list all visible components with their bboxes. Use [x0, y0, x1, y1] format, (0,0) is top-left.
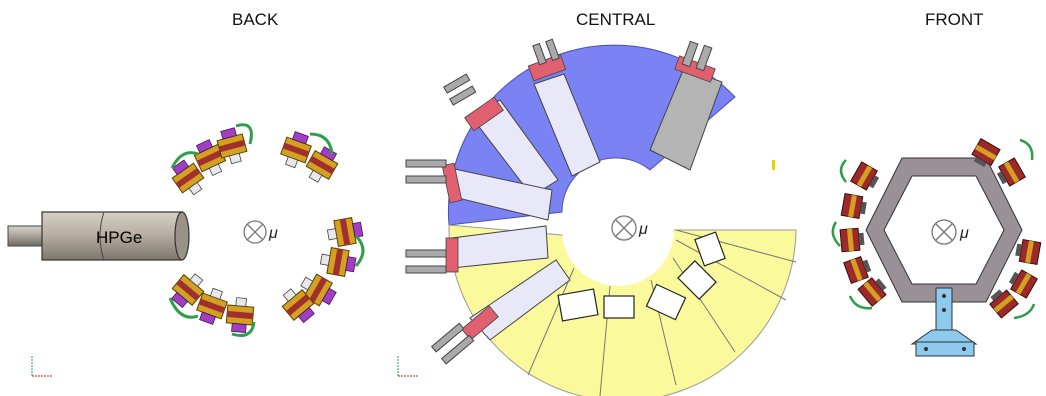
back-panel-title: BACK — [232, 10, 279, 29]
beam-direction-icon — [243, 220, 267, 244]
beam-label-back: μ — [268, 225, 278, 242]
light-guide-upper-2 — [443, 73, 559, 197]
beam-direction-icon — [931, 219, 957, 245]
light-guide-lower-1 — [430, 259, 571, 365]
light-guide-left-1 — [405, 159, 553, 221]
support-bracket — [910, 287, 978, 357]
central-panel-title: CENTRAL — [576, 10, 656, 29]
central-view: μ — [397, 38, 797, 396]
back-module-upper-left — [167, 123, 253, 200]
back-module-right — [276, 215, 365, 327]
beam-label-front: μ — [959, 225, 969, 242]
light-guide-upper-1 — [527, 38, 601, 177]
back-module-lower-left — [166, 268, 256, 337]
front-view: μ — [831, 138, 1042, 357]
axis-triad-icon — [397, 356, 418, 377]
back-module-upper-right — [277, 129, 343, 187]
beam-direction-icon — [611, 215, 637, 241]
light-guide-left-2 — [405, 225, 549, 274]
axis-triad-icon — [31, 356, 52, 377]
marker-tick — [772, 160, 775, 170]
front-panel-title: FRONT — [925, 10, 984, 29]
pmt-holders — [557, 231, 726, 322]
hpge-label: HPGe — [96, 228, 142, 247]
front-modules-right — [968, 138, 1042, 320]
front-modules-left — [831, 159, 891, 310]
beam-label-central: μ — [638, 221, 648, 238]
gray-detector — [649, 40, 723, 171]
back-view: HPGe — [7, 123, 365, 377]
hpge-detector: HPGe — [7, 211, 190, 261]
